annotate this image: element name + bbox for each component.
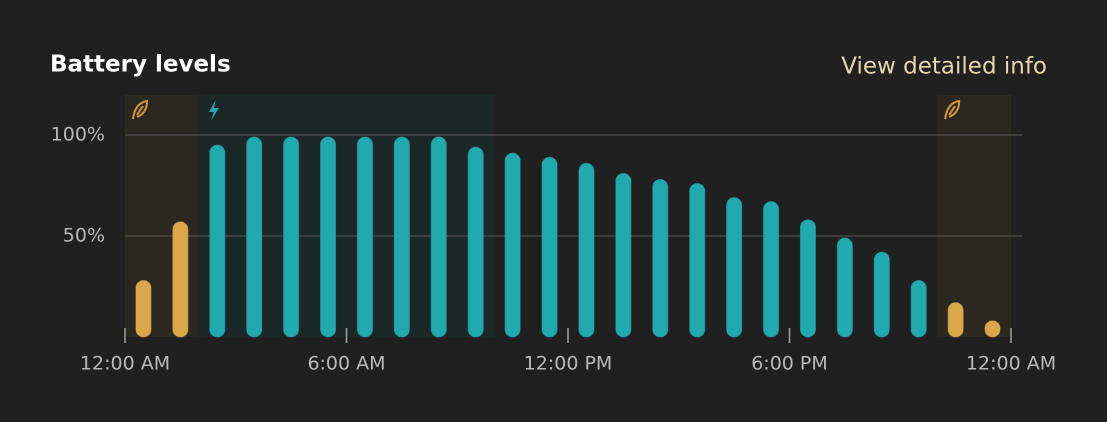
saver-icon xyxy=(944,99,961,120)
bar xyxy=(763,201,780,338)
bar xyxy=(430,136,447,338)
bar xyxy=(246,136,263,338)
bar xyxy=(356,136,373,338)
detail-link[interactable]: View detailed info xyxy=(841,54,1047,80)
bar xyxy=(541,156,558,338)
y-tick-label: 100% xyxy=(51,124,105,146)
bar xyxy=(947,302,964,338)
region xyxy=(937,95,1011,337)
x-tick-label: 12:00 AM xyxy=(80,353,170,375)
bar xyxy=(172,221,189,338)
saver-icon xyxy=(132,99,149,120)
bar xyxy=(504,152,521,338)
bar xyxy=(209,144,226,338)
charging-icon xyxy=(208,100,219,121)
bar xyxy=(135,279,152,338)
bar xyxy=(652,178,669,338)
bar xyxy=(283,136,300,338)
bar xyxy=(873,251,890,338)
region xyxy=(198,95,495,337)
bar xyxy=(836,237,853,338)
x-tick-label: 12:00 PM xyxy=(524,353,613,375)
bar xyxy=(320,136,337,338)
x-tick-label: 12:00 AM xyxy=(966,353,1056,375)
bar xyxy=(689,182,706,338)
bar xyxy=(984,320,1001,338)
bar xyxy=(467,146,484,338)
bar xyxy=(910,279,927,338)
bar xyxy=(726,197,743,338)
x-tick-label: 6:00 AM xyxy=(307,353,385,375)
bar xyxy=(578,162,595,338)
chart-title: Battery levels xyxy=(50,52,231,78)
bar xyxy=(393,136,410,338)
bar xyxy=(799,219,816,338)
y-tick-label: 50% xyxy=(63,225,105,247)
x-tick-label: 6:00 PM xyxy=(751,353,828,375)
bar xyxy=(615,172,632,338)
